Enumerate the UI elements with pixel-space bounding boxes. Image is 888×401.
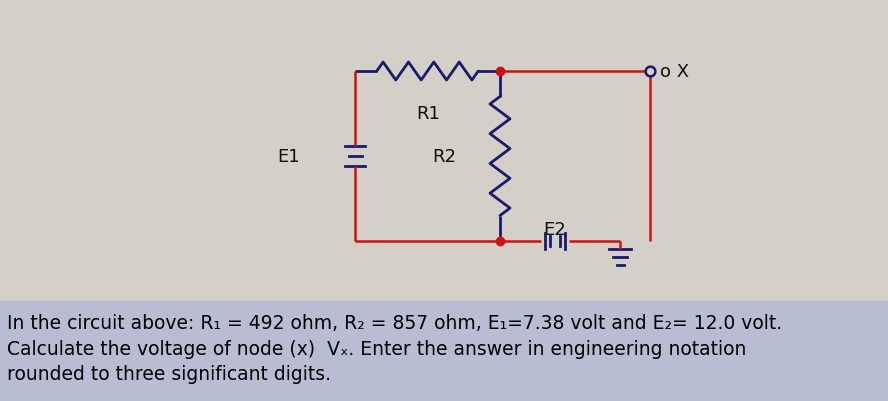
Bar: [0, 301, 888, 401]
Text: E2: E2: [543, 221, 567, 239]
Text: E1: E1: [277, 148, 300, 166]
Text: Calculate the voltage of node (x)  Vₓ. Enter the answer in engineering notation: Calculate the voltage of node (x) Vₓ. En…: [7, 340, 747, 358]
Text: In the circuit above: R₁ = 492 ohm, R₂ = 857 ohm, E₁=7.38 volt and E₂= 12.0 volt: In the circuit above: R₁ = 492 ohm, R₂ =…: [7, 314, 782, 333]
Text: o X: o X: [660, 63, 689, 81]
Text: rounded to three significant digits.: rounded to three significant digits.: [7, 365, 331, 383]
Text: R1: R1: [416, 105, 440, 123]
Text: R2: R2: [432, 148, 456, 166]
